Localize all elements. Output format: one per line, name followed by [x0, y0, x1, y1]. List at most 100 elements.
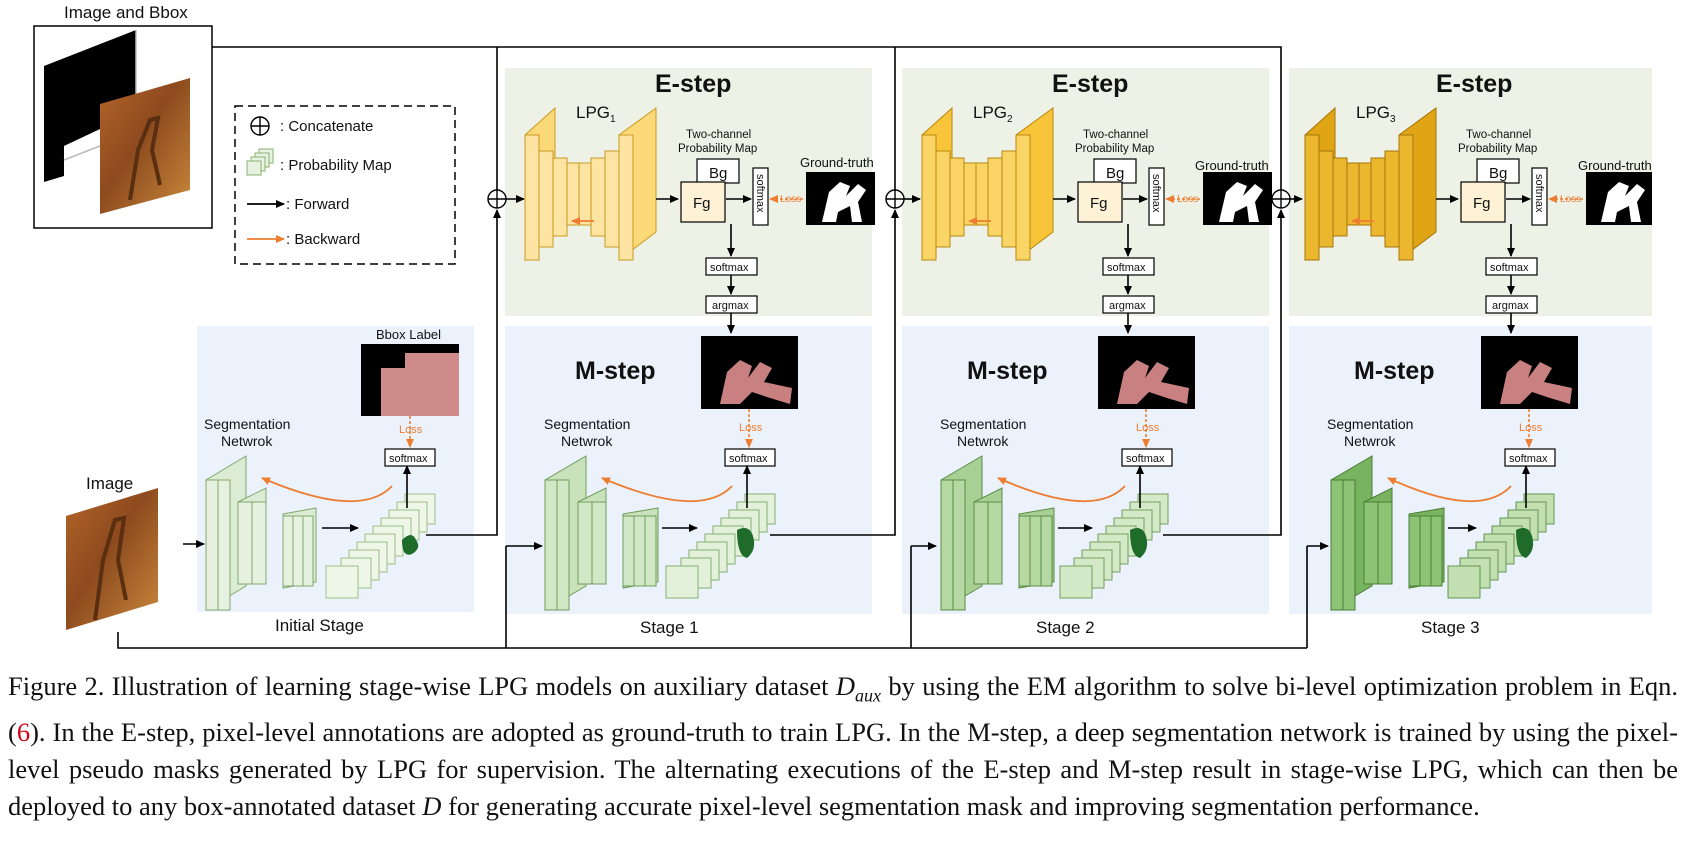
seg-network-label-1b: Netwrok: [561, 433, 613, 449]
top-connection-lines: [117, 46, 1329, 649]
softmax-m3: softmax: [1509, 453, 1548, 465]
probability-map-stack-initial: [325, 493, 436, 599]
bg-label-2: Bg: [1106, 165, 1124, 182]
segmentation-network-2: [940, 455, 1055, 611]
ground-truth-label-1: Ground-truth: [800, 155, 874, 170]
two-channel-label-1b: Probability Map: [678, 143, 757, 155]
caption-part-4: for generating accurate pixel-level segm…: [441, 790, 1480, 821]
argmax-2: argmax: [1109, 300, 1146, 312]
image-and-bbox-box: [33, 25, 213, 229]
lpg-label-3: LPG3: [1356, 103, 1396, 125]
segmentation-network-1: [544, 455, 659, 611]
stage-label-3: Stage 3: [1421, 618, 1480, 637]
image-label: Image: [86, 474, 133, 493]
lpg-index: 1: [610, 114, 616, 125]
figure-caption: Figure 2. Illustration of learning stage…: [8, 668, 1678, 824]
legend-box: [234, 105, 456, 265]
m-step-title-3: M-step: [1354, 357, 1435, 385]
probability-map-icon: [246, 148, 274, 176]
probability-map-stack-2: [1059, 493, 1169, 599]
loss-label-initial: Loss: [399, 424, 423, 436]
seg-network-label-1a: Segmentation: [544, 416, 630, 432]
bbox-label-mask: [361, 344, 459, 416]
lpg-name: LPG: [973, 103, 1007, 122]
ground-truth-mask-3: [1586, 172, 1652, 225]
caption-dataset-letter: D: [835, 671, 855, 701]
two-channel-label-3a: Two-channel: [1466, 129, 1531, 141]
legend-backward-label: : Backward: [286, 231, 360, 248]
lpg-label-1: LPG1: [576, 103, 616, 125]
lpg-name: LPG: [576, 103, 610, 122]
ground-truth-mask-2: [1203, 172, 1272, 225]
stage-2: [885, 106, 1272, 611]
two-channel-label-1a: Two-channel: [686, 129, 751, 141]
softmax-initial: softmax: [389, 453, 428, 465]
fg-label-3: Fg: [1473, 195, 1491, 212]
seg-network-label-2b: Netwrok: [957, 433, 1009, 449]
softmax-3: softmax: [1490, 262, 1529, 274]
seg-network-label-initial-1: Segmentation: [204, 416, 290, 432]
two-channel-label-2a: Two-channel: [1083, 129, 1148, 141]
caption-dataset-subscript: aux: [855, 685, 881, 706]
stage-label-initial: Initial Stage: [275, 616, 364, 635]
pseudo-mask-3: [1481, 336, 1578, 409]
loss-label-m2: Loss: [1136, 422, 1160, 434]
caption-equation-ref[interactable]: 6: [16, 717, 31, 748]
argmax-1: argmax: [712, 300, 749, 312]
probability-map-stack-1: [665, 493, 776, 599]
caption-part-3: ). In the E-step, pixel-level annotation…: [8, 717, 1678, 821]
softmax-vertical-2: softmax: [1150, 174, 1162, 213]
lpg-index: 3: [1390, 114, 1396, 125]
seg-network-label-2a: Segmentation: [940, 416, 1026, 432]
softmax-2: softmax: [1107, 262, 1146, 274]
lpg-network-3: [1304, 106, 1437, 262]
seg-network-label-initial-2: Netwrok: [221, 433, 273, 449]
bg-label-1: Bg: [709, 165, 727, 182]
concatenate-icon: [250, 116, 270, 136]
legend-probability-map-label: : Probability Map: [280, 157, 392, 174]
two-channel-label-2b: Probability Map: [1075, 143, 1154, 155]
m-step-title-1: M-step: [575, 357, 656, 385]
softmax-1: softmax: [710, 262, 749, 274]
argmax-3: argmax: [1492, 300, 1529, 312]
e-step-title-3: E-step: [1436, 70, 1512, 98]
loss-label-e2: Loss: [1177, 194, 1198, 205]
ground-truth-label-2: Ground-truth: [1195, 158, 1269, 173]
stage-label-1: Stage 1: [640, 618, 699, 637]
em-algorithm-diagram: Image and Bbox : Concatenate : Probabili…: [33, 3, 1652, 649]
pseudo-mask-1: [701, 336, 798, 409]
legend-concatenate-label: : Concatenate: [280, 118, 373, 135]
ground-truth-mask-1: [806, 172, 875, 225]
lpg-label-2: LPG2: [973, 103, 1013, 125]
loss-label-e3: Loss: [1560, 194, 1581, 205]
caption-dataset-symbol: Daux: [835, 671, 881, 705]
caption-part-2: by using the EM algorithm to solve bi-le…: [8, 671, 1678, 748]
stage-1: [487, 106, 875, 611]
concatenate-icon: [1271, 189, 1291, 209]
bg-label-3: Bg: [1489, 165, 1507, 182]
softmax-m1: softmax: [729, 453, 768, 465]
softmax-vertical-3: softmax: [1533, 174, 1545, 213]
two-channel-label-3b: Probability Map: [1458, 143, 1537, 155]
caption-dataset-symbol-2: D: [422, 790, 442, 821]
fg-label-2: Fg: [1090, 195, 1108, 212]
input-image: [66, 488, 158, 630]
e-step-title-2: E-step: [1052, 70, 1128, 98]
pseudo-mask-2: [1098, 336, 1195, 409]
ground-truth-label-3: Ground-truth: [1578, 158, 1652, 173]
lpg-index: 2: [1007, 114, 1013, 125]
lpg-name: LPG: [1356, 103, 1390, 122]
loss-label-m1: Loss: [739, 422, 763, 434]
stage-3: [1271, 106, 1652, 611]
concatenate-icon: [487, 189, 507, 209]
m-step-title-2: M-step: [967, 357, 1048, 385]
e-step-title-1: E-step: [655, 70, 731, 98]
softmax-m2: softmax: [1126, 453, 1165, 465]
probability-map-stack-3: [1447, 493, 1555, 599]
legend-forward-label: : Forward: [286, 196, 349, 213]
lpg-network-2: [921, 106, 1054, 262]
fg-label-1: Fg: [693, 195, 711, 212]
lpg-network-1: [524, 106, 657, 262]
loss-label-e1: Loss: [780, 194, 801, 205]
bbox-label: Bbox Label: [376, 327, 441, 342]
